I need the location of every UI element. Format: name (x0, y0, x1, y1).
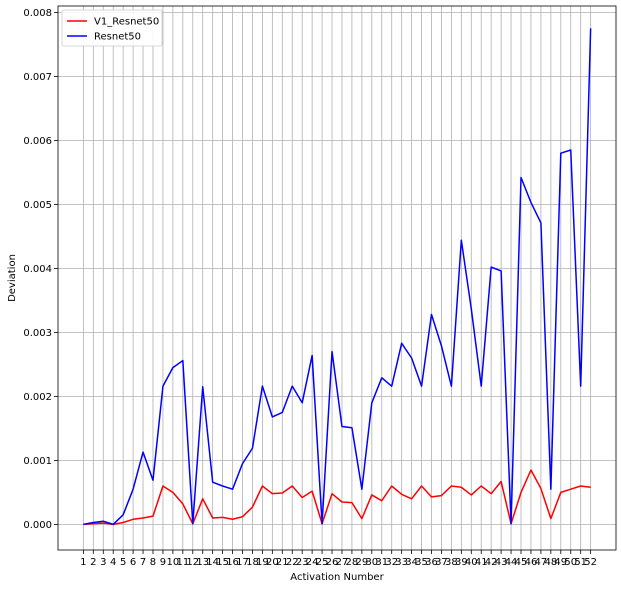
y-tick-label: 0.007 (23, 72, 52, 83)
x-tick-label: 19 (256, 557, 269, 568)
x-tick-label: 23 (296, 557, 309, 568)
x-tick-label: 47 (535, 557, 548, 568)
x-tick-label: 4 (110, 557, 116, 568)
x-tick-label: 37 (435, 557, 448, 568)
x-tick-label: 45 (515, 557, 528, 568)
x-tick-label: 36 (425, 557, 438, 568)
y-tick-label: 0.002 (23, 392, 52, 403)
x-tick-label: 39 (455, 557, 468, 568)
x-tick-label: 32 (385, 557, 398, 568)
y-axis-label: Deviation (7, 254, 18, 302)
x-tick-label: 11 (176, 557, 189, 568)
x-axis-label: Activation Number (290, 572, 384, 583)
x-tick-label: 30 (365, 557, 378, 568)
x-tick-label: 24 (306, 557, 319, 568)
y-tick-label: 0.003 (23, 328, 52, 339)
x-tick-label: 10 (167, 557, 180, 568)
x-tick-label: 5 (120, 557, 126, 568)
series-line-resnet50 (83, 28, 592, 526)
axis-ticks: 1 2 3 4 5 6 7 8 9 1011121314151617181920212223242… (23, 8, 597, 568)
x-tick-label: 25 (316, 557, 329, 568)
x-tick-label: 26 (326, 557, 339, 568)
x-tick-label: 44 (505, 557, 518, 568)
x-tick-label: 34 (405, 557, 418, 568)
x-tick-label: 33 (395, 557, 408, 568)
x-tick-label: 35 (415, 557, 428, 568)
y-tick-label: 0.006 (23, 136, 52, 147)
series-line-v1-resnet50 (83, 469, 591, 526)
y-tick-label: 0.004 (23, 264, 52, 275)
x-tick-label: 49 (554, 557, 567, 568)
x-tick-label: 18 (246, 557, 259, 568)
x-tick-label: 9 (160, 557, 166, 568)
x-tick-label: 52 (584, 557, 597, 568)
x-tick-label: 41 (475, 557, 488, 568)
plot-frame (57, 5, 617, 551)
x-tick-label: 13 (196, 557, 209, 568)
x-tick-label: 43 (495, 557, 508, 568)
grid (58, 6, 616, 550)
x-tick-label: 40 (465, 557, 478, 568)
x-tick-label: 17 (236, 557, 249, 568)
x-tick-label: 8 (150, 557, 156, 568)
legend-label: Resnet50 (94, 32, 141, 43)
x-tick-label: 48 (544, 557, 557, 568)
x-tick-label: 15 (216, 557, 229, 568)
x-tick-label: 38 (445, 557, 458, 568)
y-tick-label: 0.008 (23, 8, 52, 19)
series-lines (83, 28, 592, 526)
x-tick-label: 46 (525, 557, 538, 568)
y-tick-label: 0.001 (23, 456, 52, 467)
x-tick-label: 1 (80, 557, 86, 568)
x-tick-label: 2 (90, 557, 96, 568)
x-tick-label: 31 (375, 557, 388, 568)
legend-label: V1_Resnet50 (94, 17, 159, 28)
y-tick-label: 0.000 (23, 520, 52, 531)
x-tick-label: 6 (130, 557, 136, 568)
x-tick-label: 29 (355, 557, 368, 568)
x-tick-label: 22 (286, 557, 299, 568)
x-tick-label: 7 (140, 557, 146, 568)
legend: V1_Resnet50 Resnet50 (61, 9, 163, 47)
x-tick-label: 20 (266, 557, 279, 568)
y-tick-label: 0.005 (23, 200, 52, 211)
x-tick-label: 12 (186, 557, 199, 568)
x-tick-label: 3 (100, 557, 106, 568)
x-tick-label: 51 (574, 557, 587, 568)
x-tick-label: 27 (336, 557, 349, 568)
x-tick-label: 42 (485, 557, 498, 568)
x-tick-label: 21 (276, 557, 289, 568)
x-tick-label: 50 (564, 557, 577, 568)
x-tick-label: 16 (226, 557, 239, 568)
x-tick-label: 14 (206, 557, 219, 568)
legend-box (61, 9, 163, 47)
x-tick-label: 28 (346, 557, 359, 568)
